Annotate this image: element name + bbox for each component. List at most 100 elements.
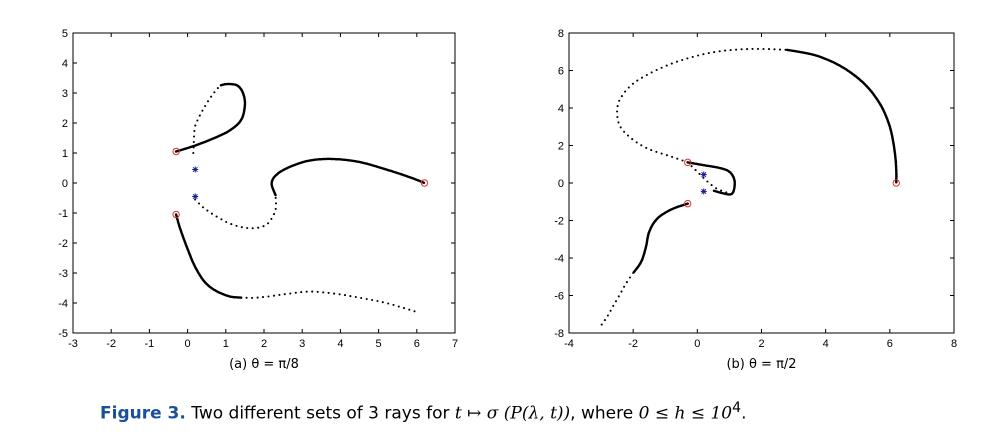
ray-point <box>751 47 754 50</box>
ray-point <box>294 291 297 294</box>
ray-point <box>206 209 209 212</box>
ray-series <box>194 196 278 230</box>
ray-point <box>603 319 606 322</box>
ray-point <box>376 299 379 303</box>
ray-point <box>746 48 749 51</box>
ray-point <box>311 290 314 293</box>
ray-point <box>631 138 634 141</box>
ray-series <box>270 157 426 197</box>
start-circle-marker <box>172 210 180 219</box>
ray-point <box>251 227 254 230</box>
y-tick-label: 5 <box>62 28 68 40</box>
ray-point <box>675 60 679 63</box>
x-tick-label: -1 <box>145 338 155 350</box>
ray-point <box>735 48 738 51</box>
ray-point <box>192 135 196 138</box>
y-tick-label: -4 <box>58 298 68 310</box>
ray-point <box>606 314 609 317</box>
ray-point <box>725 191 728 194</box>
y-tick-label: 4 <box>62 58 68 70</box>
caption-text-before: Two different sets of 3 rays for <box>185 403 455 424</box>
y-tick-label: 3 <box>62 88 68 100</box>
ray-point <box>710 184 713 187</box>
ray-point <box>620 290 623 293</box>
x-tick-label: 0 <box>694 338 700 350</box>
ray-point <box>193 129 196 133</box>
ray-point <box>387 302 390 305</box>
ray-point <box>697 54 700 57</box>
ray-point <box>365 297 368 301</box>
ray-point <box>626 134 630 137</box>
ray-point <box>612 304 615 307</box>
ray-point <box>691 55 694 58</box>
ray-point <box>316 290 319 293</box>
ray-series <box>686 161 728 194</box>
figure-caption: Figure 3. Two different sets of 3 rays f… <box>100 400 747 424</box>
ray-point <box>343 294 347 297</box>
start-circle-marker <box>684 158 692 167</box>
figure-label: Figure 3. <box>100 403 186 424</box>
ray-point <box>600 323 603 326</box>
ray-point <box>756 47 760 50</box>
ray-point <box>300 291 303 294</box>
ray-point <box>235 224 238 227</box>
ray-series <box>785 48 898 184</box>
ray-point <box>773 48 776 51</box>
ray-series <box>632 202 689 274</box>
ray-point <box>360 296 363 300</box>
ray-point <box>713 51 716 54</box>
y-tick-label: -4 <box>554 253 564 265</box>
ray-point <box>614 300 618 303</box>
figure-plots: -3 -2 -1 0 1 2 3 4 5 6 7 -5 -4 -3 -2 -1 0 1 2 3 4 5 (a) θ = π/… <box>58 28 957 372</box>
caption-math-cond: 0 ≤ h ≤ 10 <box>638 403 733 424</box>
ray-point <box>767 48 771 51</box>
ray-point <box>624 90 627 93</box>
ray-series <box>686 161 736 196</box>
ray-point <box>272 213 276 216</box>
ray-point <box>262 225 265 228</box>
ray-point <box>322 291 325 294</box>
x-tick-label: 6 <box>414 338 420 350</box>
ray-point <box>718 50 721 53</box>
ray-point <box>196 119 199 122</box>
ray-point <box>617 121 620 124</box>
ray-point <box>623 130 626 133</box>
caption-exponent: 4 <box>732 400 742 416</box>
ray-point <box>197 202 201 205</box>
caption-math-map: t ↦ σ (P(λ, t)) <box>454 403 571 424</box>
x-tick-label: 5 <box>376 338 382 350</box>
x-tick-label: -4 <box>564 338 574 350</box>
ray-point <box>681 159 684 162</box>
x-tick-label: 0 <box>185 338 191 350</box>
y-tick-label: -1 <box>58 208 68 220</box>
star-marker <box>192 166 199 173</box>
ray-point <box>274 207 277 210</box>
subcaption: (b) θ = π/2 <box>726 357 796 372</box>
y-tick-label: -2 <box>554 216 564 228</box>
plot-a: -3 -2 -1 0 1 2 3 4 5 6 7 -5 -4 -3 -2 -1 0 1 2 3 4 5 (a) θ = π/… <box>58 28 458 372</box>
ray-point <box>289 292 292 295</box>
start-circle-marker <box>892 179 900 187</box>
start-circle-marker <box>172 147 180 156</box>
ray-point <box>261 296 265 299</box>
caption-text-end: . <box>741 403 747 424</box>
ray-point <box>635 141 638 144</box>
ray-point <box>305 290 308 293</box>
ray-point <box>660 152 663 155</box>
ray-point <box>720 189 723 192</box>
ray-point <box>724 49 727 52</box>
ray-series <box>192 87 219 155</box>
ray-point <box>402 307 406 310</box>
ray-series <box>174 82 247 153</box>
ray-series <box>174 213 243 299</box>
ray-point <box>619 126 622 129</box>
ray-point <box>240 296 243 299</box>
ray-point <box>257 226 260 229</box>
x-tick-label: 6 <box>887 338 893 350</box>
ray-point <box>240 226 243 229</box>
x-tick-label: -2 <box>628 338 638 350</box>
ray-point <box>267 222 270 225</box>
ray-point <box>206 100 210 103</box>
ray-point <box>617 295 620 298</box>
